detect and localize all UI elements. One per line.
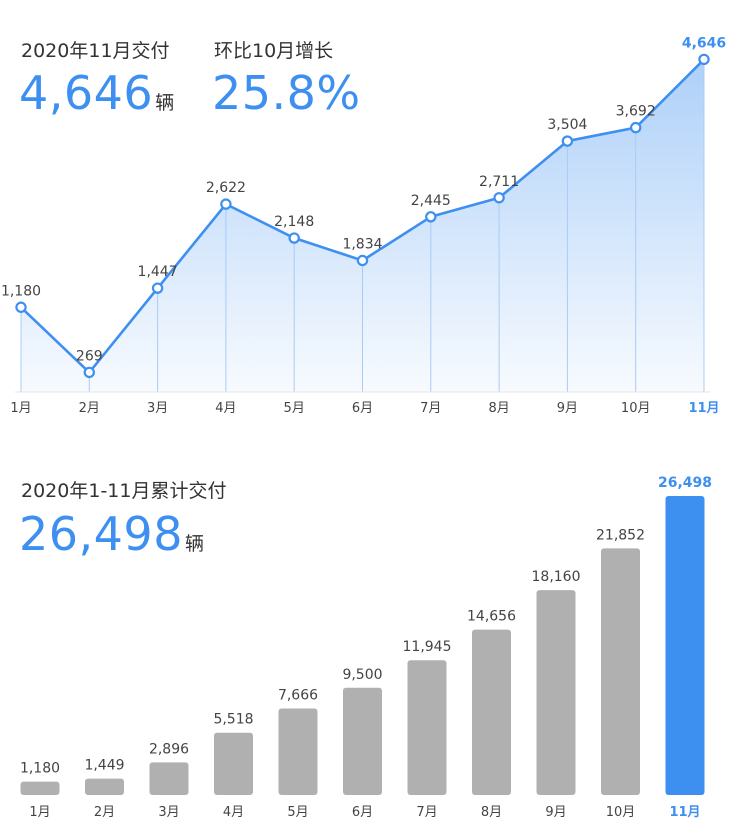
x-tick-label: 7月: [420, 401, 441, 416]
bar-value-label: 21,852: [596, 527, 645, 543]
cumulative-delivery-number: 26,498: [19, 507, 183, 561]
x-tick-label: 10月: [621, 401, 651, 416]
data-label: 1,447: [138, 264, 178, 280]
data-point: [493, 192, 505, 204]
x-tick-label: 10月: [606, 805, 636, 820]
monthly-delivery-value: 4,646 辆: [19, 66, 175, 120]
cumulative-delivery-unit: 辆: [184, 533, 205, 555]
data-point: [15, 301, 27, 313]
data-label: 1,834: [342, 236, 382, 252]
bar: [149, 762, 189, 795]
data-label: 2,148: [274, 214, 314, 230]
bar-value-label: 1,449: [84, 758, 124, 774]
data-point: [630, 121, 642, 134]
data-label: 2,711: [479, 174, 519, 190]
data-point: [83, 366, 96, 379]
bar-value-label: 7,666: [278, 687, 318, 703]
mom-growth-label: 环比10月增长: [214, 40, 334, 62]
x-tick-label: 11月: [669, 805, 700, 820]
data-point: [356, 254, 369, 267]
data-point: [151, 282, 164, 294]
x-tick-label: 3月: [147, 401, 168, 416]
bar-value-label: 5,518: [213, 712, 253, 728]
bar-value-label: 14,656: [467, 609, 516, 625]
data-label: 2,622: [206, 180, 246, 196]
x-tick-label: 4月: [223, 805, 244, 820]
x-tick-label: 6月: [352, 401, 373, 416]
cumulative-delivery-value: 26,498 辆: [19, 507, 204, 561]
x-tick-label: 4月: [215, 401, 236, 416]
bar-value-label: 2,896: [149, 741, 189, 757]
data-label: 269: [76, 348, 103, 364]
data-label: 1,180: [1, 283, 41, 299]
x-tick-label: 9月: [557, 401, 578, 416]
bar-value-label: 18,160: [532, 569, 581, 585]
data-point: [220, 198, 232, 210]
data-point: [288, 232, 300, 244]
x-tick-label: 2月: [79, 401, 100, 416]
bar: [407, 660, 447, 795]
monthly-delivery-unit: 辆: [155, 92, 175, 114]
bar: [665, 496, 705, 795]
bar: [536, 590, 576, 795]
monthly-delivery-line-chart: 1,180 1月 269 2月 1,447 3月 2,622 4月 2,148 5月 1,834 6月…: [1, 35, 726, 416]
monthly-delivery-number: 4,646: [19, 66, 154, 120]
x-tick-label: 5月: [287, 805, 308, 820]
bar: [278, 708, 318, 795]
x-tick-label: 3月: [158, 805, 179, 820]
x-tick-label: 1月: [29, 805, 50, 820]
x-tick-label: 7月: [416, 805, 437, 820]
bar-value-label: 9,500: [342, 667, 382, 683]
x-tick-label: 11月: [688, 401, 719, 416]
area-fill: [21, 59, 704, 393]
data-point: [561, 135, 574, 147]
bar: [472, 629, 511, 795]
x-tick-label: 8月: [481, 805, 502, 820]
x-tick-label: 9月: [545, 805, 566, 820]
bar: [601, 548, 640, 795]
x-tick-label: 6月: [352, 805, 373, 820]
data-label: 4,646: [682, 35, 726, 51]
mom-growth-value: 25.8%: [212, 66, 361, 120]
bar: [85, 778, 124, 795]
x-tick-label: 1月: [10, 401, 31, 416]
data-label: 3,692: [616, 104, 656, 120]
cumulative-delivery-label: 2020年1-11月累计交付: [21, 480, 227, 502]
bar: [343, 687, 382, 795]
data-label: 3,504: [547, 117, 587, 133]
bar: [214, 732, 253, 795]
data-point: [425, 211, 437, 223]
data-label: 2,445: [411, 193, 451, 209]
x-tick-label: 5月: [284, 401, 305, 416]
monthly-delivery-label: 2020年11月交付: [21, 40, 170, 62]
x-tick-label: 2月: [94, 805, 115, 820]
bar-value-label: 1,180: [20, 761, 60, 777]
bar-value-label: 26,498: [658, 475, 712, 491]
data-point: [698, 53, 710, 66]
x-tick-label: 8月: [488, 401, 509, 416]
bar: [20, 781, 60, 795]
bar-value-label: 11,945: [403, 639, 452, 655]
